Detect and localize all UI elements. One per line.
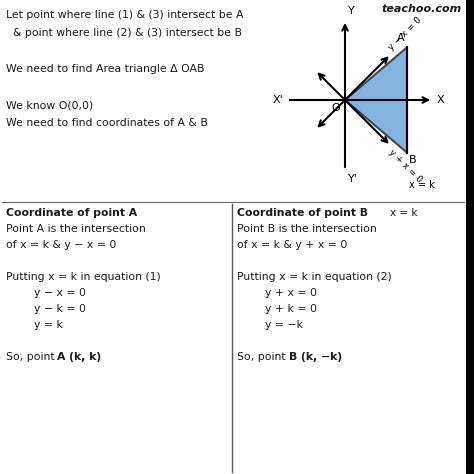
- Text: So, point: So, point: [237, 352, 289, 362]
- Text: x = k: x = k: [390, 208, 418, 218]
- Text: X': X': [272, 95, 283, 105]
- Text: We know O(0,0): We know O(0,0): [6, 100, 93, 110]
- Text: B: B: [409, 155, 417, 164]
- Text: Point B is the intersection: Point B is the intersection: [237, 224, 377, 234]
- Text: Putting x = k in equation (2): Putting x = k in equation (2): [237, 272, 392, 282]
- Text: y + x = 0: y + x = 0: [387, 148, 423, 185]
- Text: y + x = 0: y + x = 0: [237, 288, 317, 298]
- Bar: [466, 0, 474, 474]
- Text: A: A: [397, 33, 405, 43]
- Text: y − x = 0: y − x = 0: [387, 15, 423, 52]
- Text: y − k = 0: y − k = 0: [6, 304, 86, 314]
- Text: Coordinate of point B: Coordinate of point B: [237, 208, 368, 218]
- Text: X: X: [437, 95, 445, 105]
- Text: B (k, −k): B (k, −k): [289, 352, 342, 362]
- Text: of x = k & y + x = 0: of x = k & y + x = 0: [237, 240, 347, 250]
- Text: Y: Y: [348, 6, 355, 16]
- Text: teachoo.com: teachoo.com: [382, 4, 462, 14]
- Polygon shape: [345, 47, 407, 153]
- Text: Let point where line (1) & (3) intersect be A: Let point where line (1) & (3) intersect…: [6, 10, 244, 20]
- Text: O: O: [331, 103, 340, 113]
- Text: Coordinate of point A: Coordinate of point A: [6, 208, 137, 218]
- Text: We need to find coordinates of A & B: We need to find coordinates of A & B: [6, 118, 208, 128]
- Text: Putting x = k in equation (1): Putting x = k in equation (1): [6, 272, 161, 282]
- Text: y = −k: y = −k: [237, 320, 303, 330]
- Text: y − x = 0: y − x = 0: [6, 288, 86, 298]
- Text: y + k = 0: y + k = 0: [237, 304, 317, 314]
- Text: & point where line (2) & (3) intersect be B: & point where line (2) & (3) intersect b…: [6, 28, 242, 38]
- Text: x = k: x = k: [409, 180, 435, 190]
- Text: We need to find Area triangle Δ OAB: We need to find Area triangle Δ OAB: [6, 64, 204, 74]
- Text: A (k, k): A (k, k): [57, 352, 101, 362]
- Text: Point A is the intersection: Point A is the intersection: [6, 224, 146, 234]
- Text: Y': Y': [348, 174, 358, 184]
- Text: y = k: y = k: [6, 320, 63, 330]
- Text: of x = k & y − x = 0: of x = k & y − x = 0: [6, 240, 117, 250]
- Text: So, point: So, point: [6, 352, 58, 362]
